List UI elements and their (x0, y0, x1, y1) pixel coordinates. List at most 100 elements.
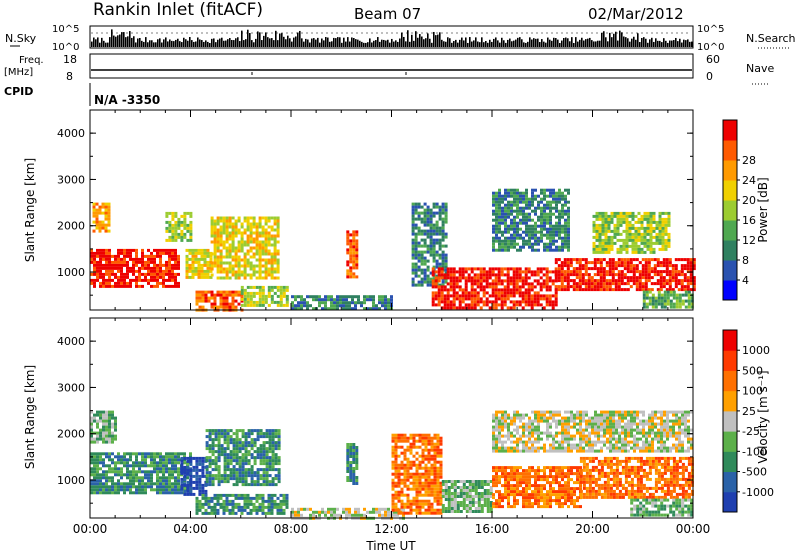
echo-cell (276, 252, 280, 256)
echo-cell (276, 285, 280, 289)
colorbar-tick-label: 8 (742, 254, 749, 267)
echo-cell (185, 266, 189, 270)
echo-cell (189, 462, 193, 466)
echo-cell (105, 416, 108, 420)
echo-cell (120, 266, 123, 270)
echo-cell (613, 241, 617, 245)
echo-cell (108, 413, 111, 417)
echo-cell (262, 480, 266, 484)
echo-cell (346, 230, 350, 234)
echo-cell (360, 513, 363, 517)
echo-cell (650, 270, 654, 274)
echo-cell (276, 508, 280, 512)
echo-cell (162, 473, 165, 477)
echo-cell (270, 502, 274, 506)
echo-cell (222, 508, 226, 512)
echo-cell (150, 254, 153, 258)
echo-cell (601, 250, 605, 254)
echo-cell (545, 279, 549, 283)
echo-cell (560, 288, 564, 292)
echo-cell (349, 467, 353, 470)
echo-cell (183, 488, 186, 492)
nsky-bar (243, 40, 245, 47)
echo-cell (690, 305, 694, 309)
nsky-bar (527, 41, 529, 47)
echo-cell (510, 203, 513, 207)
echo-cell (234, 505, 238, 509)
echo-cell (525, 221, 528, 225)
echo-cell (575, 261, 579, 265)
nsky-bar (181, 42, 183, 47)
echo-cell (144, 461, 147, 465)
echo-cell (162, 269, 165, 273)
echo-cell (144, 452, 147, 456)
echo-cell (252, 222, 256, 226)
echo-cell (244, 435, 248, 439)
echo-cell (105, 431, 108, 435)
echo-cell (171, 248, 174, 252)
echo-cell (632, 264, 636, 268)
echo-cell (147, 473, 150, 477)
echo-cell (108, 455, 111, 459)
echo-cell (384, 304, 387, 308)
echo-cell (132, 461, 135, 465)
echo-cell (438, 262, 442, 266)
echo-cell (549, 218, 552, 222)
echo-cell (567, 236, 570, 240)
echo-cell (346, 236, 350, 240)
echo-cell (90, 419, 93, 423)
echo-cell (268, 456, 272, 460)
echo-cell (658, 241, 662, 245)
echo-cell (629, 276, 633, 280)
echo-cell (638, 288, 642, 292)
echo-cell (186, 489, 190, 493)
echo-cell (602, 285, 606, 289)
echo-cell (592, 223, 596, 227)
echo-cell (96, 455, 99, 459)
echo-cell (247, 441, 251, 445)
echo-cell (95, 223, 99, 227)
echo-cell (649, 250, 653, 254)
echo-cell (657, 299, 661, 303)
echo-cell (231, 270, 235, 274)
echo-cell (525, 194, 528, 198)
echo-cell (111, 410, 114, 414)
echo-cell (270, 264, 274, 268)
echo-cell (201, 489, 205, 493)
echo-cell (249, 249, 253, 253)
echo-cell (150, 482, 153, 486)
echo-cell (147, 263, 150, 267)
echo-cell (584, 261, 588, 265)
echo-cell (403, 439, 407, 443)
echo-cell (291, 507, 294, 511)
echo-cell (93, 482, 96, 486)
echo-cell (638, 282, 642, 286)
echo-cell (476, 285, 480, 289)
echo-cell (271, 483, 275, 487)
echo-cell (247, 483, 251, 487)
echo-cell (452, 288, 456, 292)
echo-cell (555, 203, 558, 207)
echo-cell (111, 266, 114, 270)
echo-cell (210, 240, 214, 244)
echo-cell (661, 241, 665, 245)
echo-cell (231, 249, 235, 253)
nsky-bar (641, 37, 643, 47)
echo-cell (599, 273, 603, 277)
echo-cell (114, 284, 117, 288)
echo-cell (225, 219, 229, 223)
echo-cell (554, 291, 558, 295)
echo-cell (519, 197, 522, 201)
echo-cell (394, 451, 398, 455)
echo-cell (545, 276, 549, 280)
echo-cell (132, 482, 135, 486)
echo-cell (183, 235, 187, 239)
echo-cell (607, 235, 611, 239)
echo-cell (417, 229, 421, 233)
echo-cell (558, 233, 561, 237)
echo-cell (530, 297, 534, 301)
echo-cell (412, 433, 416, 437)
echo-cell (504, 245, 507, 249)
echo-cell (349, 452, 353, 455)
echo-cell (324, 307, 327, 311)
